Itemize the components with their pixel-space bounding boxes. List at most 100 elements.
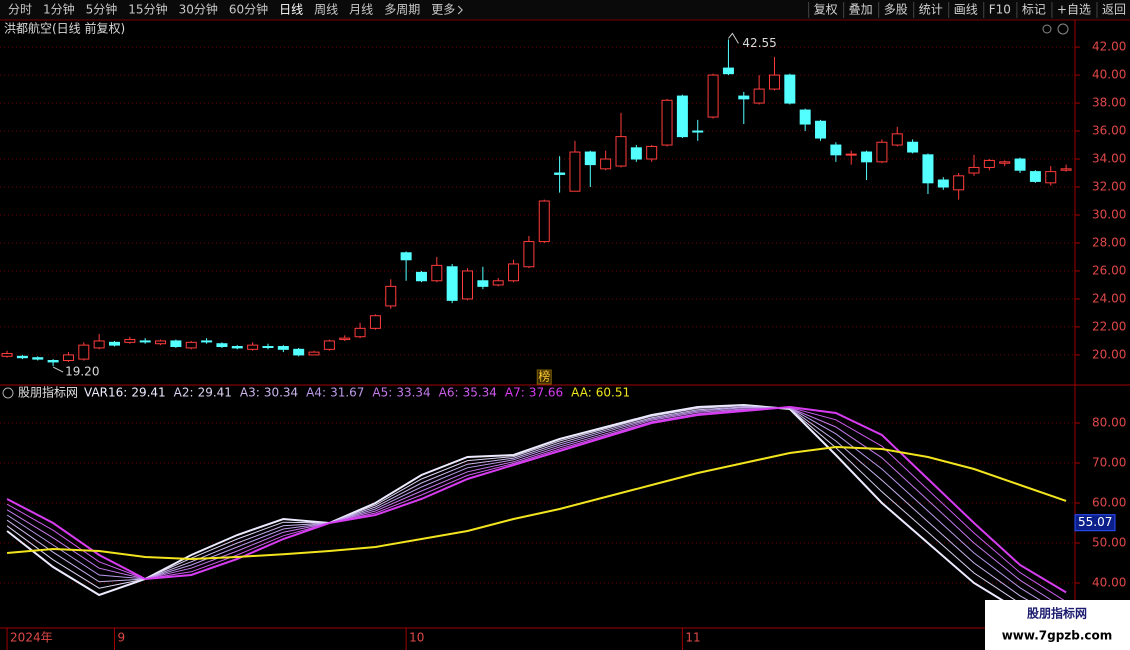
y-tick-label: 34.00: [1092, 152, 1126, 166]
candle-body: [891, 133, 903, 146]
indicator-line: [6, 445, 1067, 561]
candle-body: [247, 344, 259, 350]
y-tick-label: 40.00: [1092, 68, 1126, 82]
indicator-menu-icon[interactable]: [2, 387, 14, 399]
candle-body: [845, 153, 857, 156]
candle-body: [661, 99, 673, 146]
x-tick-label: 2024年: [10, 631, 53, 645]
indicator-line: [6, 405, 1067, 594]
cursor-value-box: [1074, 514, 1116, 532]
low-label: 19.20: [65, 365, 99, 379]
low-leader: [52, 366, 64, 373]
candle-body: [47, 360, 59, 363]
y-tick-label: 22.00: [1092, 319, 1126, 333]
period-tab[interactable]: 30分钟: [179, 2, 218, 17]
tool-button[interactable]: 标记: [1022, 3, 1046, 17]
period-tab[interactable]: 1分钟: [43, 2, 75, 17]
candle-body: [339, 337, 351, 341]
candle-body: [953, 175, 965, 191]
tool-button[interactable]: +自选: [1057, 3, 1091, 17]
legend-value: 30.34: [264, 386, 298, 400]
legend-name: AA:: [571, 386, 592, 400]
candle-body: [907, 141, 919, 153]
candle-body: [1, 353, 13, 357]
candle-body: [201, 340, 213, 343]
period-tab[interactable]: 多周期: [384, 3, 420, 17]
candle-body: [646, 145, 658, 160]
y-tick-label: 32.00: [1092, 180, 1126, 194]
marker-box: [536, 369, 552, 385]
candle-body: [630, 147, 642, 160]
indicator-line: [6, 407, 1067, 611]
candle-body: [124, 339, 136, 343]
legend-name: A5:: [372, 386, 392, 400]
x-tick-label: 10: [409, 631, 424, 645]
tool-button[interactable]: 多股: [884, 3, 908, 17]
candle-body: [16, 355, 28, 359]
legend-name: A4:: [306, 386, 326, 400]
candle-body: [293, 348, 305, 356]
y-tick-label: 40.00: [1092, 576, 1126, 590]
candle-body: [1060, 168, 1072, 171]
period-tab[interactable]: 60分钟: [229, 2, 268, 17]
legend-value: 31.67: [330, 386, 364, 400]
period-tab[interactable]: 5分钟: [86, 2, 118, 17]
candle-body: [753, 88, 765, 104]
high-label: 42.55: [742, 36, 776, 50]
candle-body: [93, 340, 105, 349]
y-tick-label: 50.00: [1092, 536, 1126, 550]
candle-body: [707, 74, 719, 118]
candle-body: [308, 351, 320, 356]
tool-button[interactable]: 画线: [954, 3, 978, 17]
tool-button[interactable]: 复权: [814, 3, 838, 17]
candle-body: [415, 271, 427, 282]
marker-label: 榜: [538, 369, 550, 384]
legend-name: VAR16:: [84, 386, 127, 400]
y-tick-label: 80.00: [1092, 416, 1126, 430]
period-tab[interactable]: 15分钟: [128, 2, 167, 17]
legend-name: A6:: [439, 386, 459, 400]
candle-body: [155, 340, 167, 345]
candle-body: [999, 161, 1011, 164]
candle-body: [277, 346, 289, 350]
candle-body: [983, 159, 995, 168]
legend-value: 29.41: [131, 386, 165, 400]
candle-body: [1029, 171, 1041, 182]
tool-button[interactable]: 统计: [919, 3, 943, 17]
candle-body: [676, 95, 688, 138]
indicator-line: [6, 406, 1067, 623]
legend-value: 29.41: [198, 386, 232, 400]
y-tick-label: 28.00: [1092, 235, 1126, 249]
tool-button[interactable]: 叠加: [849, 3, 873, 17]
candle-body: [508, 263, 520, 282]
candle-body: [768, 74, 780, 90]
period-tab[interactable]: 日线: [279, 3, 303, 17]
y-tick-label: 30.00: [1092, 207, 1126, 221]
period-tab[interactable]: 分时: [8, 3, 32, 17]
settings-icon[interactable]: [1057, 23, 1069, 35]
period-tab[interactable]: 月线: [349, 3, 373, 17]
candle-body: [462, 270, 474, 300]
candle-body: [323, 340, 335, 350]
candle-body: [78, 344, 90, 360]
tool-button[interactable]: F10: [989, 3, 1011, 17]
candle-body: [815, 120, 827, 139]
period-tab[interactable]: 更多: [431, 3, 455, 17]
indicator-line: [6, 406, 1067, 603]
y-tick-label: 26.00: [1092, 263, 1126, 277]
candle-body: [32, 357, 44, 360]
candle-body: [108, 341, 120, 346]
period-tab[interactable]: 周线: [314, 3, 338, 17]
candle-body: [937, 179, 949, 188]
tool-button[interactable]: 返回: [1102, 3, 1126, 17]
candle-body: [615, 136, 627, 167]
y-tick-label: 60.00: [1092, 496, 1126, 510]
diamond-icon[interactable]: [1041, 23, 1052, 34]
candle-body: [62, 354, 74, 362]
candle-body: [968, 166, 980, 174]
y-tick-label: 24.00: [1092, 291, 1126, 305]
y-tick-label: 36.00: [1092, 124, 1126, 138]
candle-body: [354, 327, 366, 338]
